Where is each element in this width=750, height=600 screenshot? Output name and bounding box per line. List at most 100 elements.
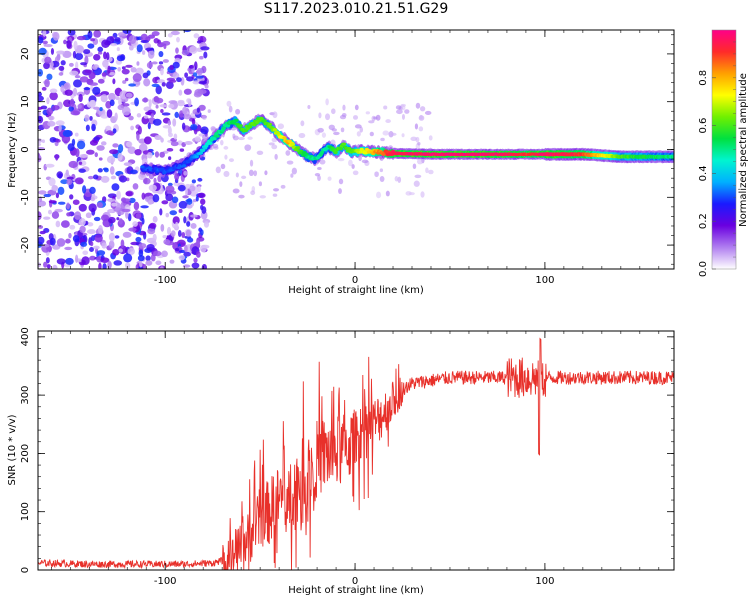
noise-blob bbox=[151, 31, 160, 37]
noise-blob bbox=[196, 67, 203, 76]
noise-blob bbox=[38, 190, 47, 195]
noise-blob bbox=[191, 179, 197, 184]
noise-blob bbox=[72, 235, 80, 243]
noise-blob bbox=[238, 194, 245, 199]
noise-blob bbox=[134, 149, 142, 156]
noise-blob bbox=[331, 108, 336, 115]
noise-blob bbox=[101, 39, 110, 48]
noise-blob bbox=[186, 237, 194, 243]
noise-blob bbox=[161, 250, 168, 258]
x-tick-label: 100 bbox=[535, 576, 554, 587]
noise-blob bbox=[253, 170, 258, 177]
noise-blob bbox=[172, 61, 180, 69]
noise-blob bbox=[319, 159, 326, 165]
noise-blob bbox=[114, 112, 118, 121]
noise-blob bbox=[49, 88, 58, 94]
noise-blob bbox=[123, 162, 133, 167]
noise-blob bbox=[100, 141, 107, 146]
noise-blob bbox=[186, 221, 191, 227]
noise-blob bbox=[155, 85, 162, 95]
ridge-segment bbox=[267, 122, 273, 127]
noise-blob bbox=[65, 238, 71, 244]
y-tick-label: -10 bbox=[20, 189, 31, 205]
noise-blob bbox=[52, 31, 60, 41]
noise-blob bbox=[66, 40, 72, 49]
noise-blob bbox=[290, 173, 294, 178]
noise-blob bbox=[73, 79, 82, 88]
noise-blob bbox=[80, 241, 88, 247]
noise-blob bbox=[397, 176, 402, 183]
noise-blob bbox=[417, 142, 421, 146]
noise-blob bbox=[168, 156, 172, 161]
noise-blob bbox=[176, 77, 182, 83]
noise-blob bbox=[117, 67, 122, 72]
noise-blob bbox=[182, 106, 188, 115]
noise-blob bbox=[147, 152, 153, 159]
noise-blob bbox=[161, 82, 166, 87]
noise-blob bbox=[196, 107, 200, 113]
noise-blob bbox=[142, 72, 149, 79]
noise-blob bbox=[38, 115, 44, 124]
noise-blob bbox=[142, 177, 151, 185]
noise-blob bbox=[89, 82, 99, 86]
noise-blob bbox=[129, 169, 138, 175]
noise-blob bbox=[195, 75, 204, 79]
noise-blob bbox=[139, 260, 143, 268]
noise-blob bbox=[96, 145, 105, 151]
noise-blob bbox=[116, 55, 125, 62]
noise-blob bbox=[241, 175, 247, 180]
noise-blob bbox=[128, 83, 137, 87]
noise-blob bbox=[46, 97, 50, 105]
noise-blob bbox=[419, 114, 423, 120]
colorbar-tick-label: 0.8 bbox=[698, 70, 709, 86]
noise-blob bbox=[90, 241, 94, 247]
noise-blob bbox=[190, 223, 197, 229]
colorbar-tick-label: 0.4 bbox=[698, 165, 709, 181]
noise-blob bbox=[248, 169, 254, 177]
noise-blob bbox=[152, 215, 158, 223]
noise-blob bbox=[235, 172, 239, 178]
noise-blob bbox=[86, 229, 96, 235]
noise-blob bbox=[199, 55, 204, 60]
noise-blob bbox=[156, 79, 165, 84]
noise-blob bbox=[147, 34, 156, 39]
noise-blob bbox=[178, 89, 183, 96]
noise-blob bbox=[424, 110, 432, 116]
noise-blob bbox=[274, 153, 278, 160]
noise-blob bbox=[181, 122, 186, 131]
noise-blob bbox=[97, 46, 104, 53]
noise-blob bbox=[271, 144, 278, 150]
noise-blob bbox=[136, 44, 143, 53]
noise-blob bbox=[48, 177, 56, 187]
noise-blob bbox=[112, 128, 117, 134]
noise-blob bbox=[90, 197, 96, 202]
spectrogram-noise bbox=[38, 30, 434, 269]
snr-panel: -100 0 100 0 100 200 300 400 Height of straight… bbox=[7, 327, 675, 596]
noise-blob bbox=[165, 193, 174, 202]
noise-blob bbox=[143, 115, 149, 119]
noise-blob bbox=[55, 138, 61, 143]
noise-blob bbox=[183, 88, 192, 95]
noise-blob bbox=[170, 141, 179, 147]
noise-blob bbox=[412, 163, 417, 170]
noise-blob bbox=[132, 221, 138, 227]
noise-blob bbox=[300, 120, 305, 127]
noise-blob bbox=[382, 130, 389, 136]
noise-blob bbox=[38, 36, 44, 44]
noise-blob bbox=[152, 233, 157, 242]
noise-blob bbox=[224, 154, 228, 160]
noise-blob bbox=[116, 190, 121, 200]
noise-blob bbox=[118, 218, 123, 225]
noise-blob bbox=[147, 227, 156, 235]
noise-blob bbox=[106, 52, 110, 61]
noise-blob bbox=[127, 213, 132, 222]
noise-blob bbox=[63, 99, 72, 108]
noise-blob bbox=[87, 222, 94, 227]
x-tick-label: -100 bbox=[154, 275, 177, 286]
noise-blob bbox=[92, 174, 99, 180]
noise-blob bbox=[78, 161, 83, 165]
ridge-segment bbox=[198, 151, 204, 155]
noise-blob bbox=[38, 236, 45, 245]
noise-blob bbox=[110, 43, 118, 47]
noise-blob bbox=[76, 140, 86, 150]
